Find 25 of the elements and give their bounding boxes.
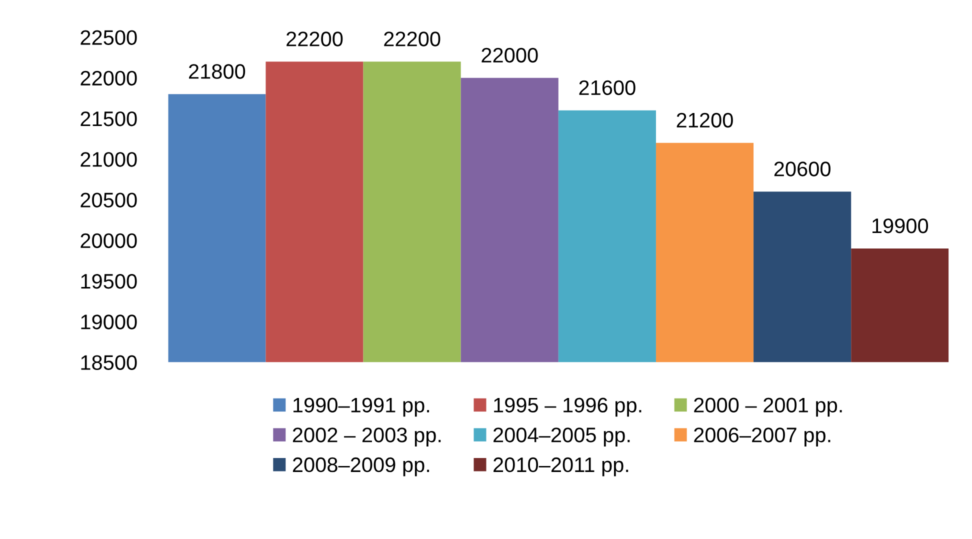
data-label: 19900 <box>872 218 928 234</box>
y-tick-label: 19000 <box>81 314 137 330</box>
legend-label: 1990–1991 pp. <box>293 398 430 417</box>
y-tick-label: 21000 <box>80 152 137 167</box>
data-label: 21800 <box>189 64 246 79</box>
legend-label: 2000 – 2001 pp. <box>694 398 842 417</box>
data-label: 22000 <box>482 48 538 63</box>
legend-label: 2010–2011 pp. <box>494 457 628 476</box>
data-label: 22200 <box>384 32 440 46</box>
y-tick-label: 21500 <box>80 111 137 126</box>
data-label: 21200 <box>676 112 733 128</box>
legend-label: 2008–2009 pp. <box>292 457 430 476</box>
legend-label: 1995 – 1996 pp. <box>494 398 642 417</box>
y-tick-label: 22500 <box>80 30 137 45</box>
y-tick-label: 19500 <box>81 274 137 289</box>
y-tick-label: 20000 <box>80 233 137 248</box>
y-tick-label: 22000 <box>80 70 137 86</box>
y-tick-label: 18500 <box>81 355 137 370</box>
legend-label: 2002 – 2003 pp. <box>292 428 441 446</box>
data-label: 21600 <box>579 80 636 96</box>
data-label: 20600 <box>774 162 830 176</box>
legend-label: 2004–2005 pp. <box>494 428 630 446</box>
y-tick-label: 20500 <box>80 192 137 208</box>
legend-label: 2006–2007 pp. <box>694 428 830 446</box>
data-label: 22200 <box>286 32 343 46</box>
